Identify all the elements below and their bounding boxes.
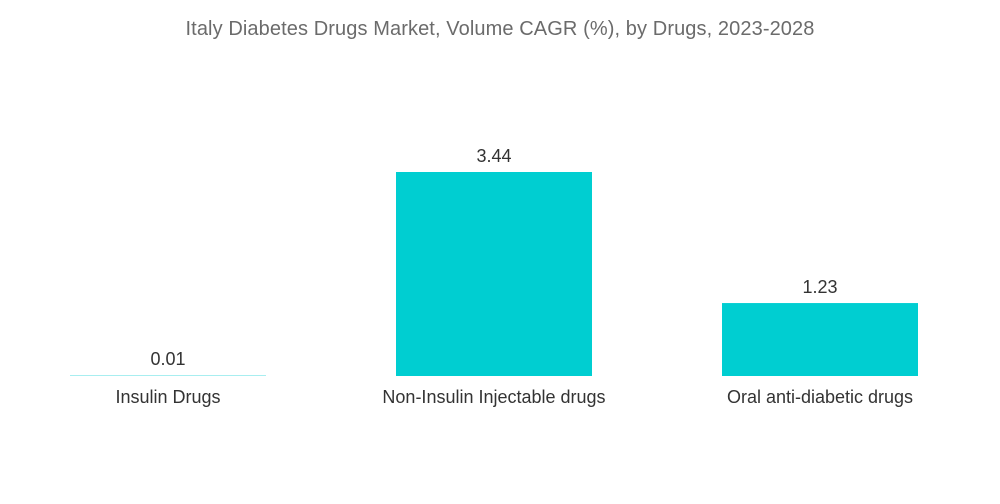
tick-labels-layer: Insulin Drugs Non-Insulin Injectable drug… [115, 387, 913, 407]
x-tick-label: Non-Insulin Injectable drugs [382, 387, 605, 407]
bar-oral-anti-diabetic-drugs [722, 303, 918, 376]
value-label: 1.23 [802, 277, 837, 297]
value-labels-layer: 0.01 3.44 1.23 [150, 146, 837, 369]
chart-title: Italy Diabetes Drugs Market, Volume CAGR… [185, 18, 815, 40]
bars-layer [70, 172, 918, 376]
x-tick-label: Insulin Drugs [115, 387, 220, 407]
bar-non-insulin-injectable-drugs [396, 172, 592, 376]
bar-insulin-drugs [70, 375, 266, 376]
x-tick-label: Oral anti-diabetic drugs [727, 387, 913, 407]
value-label: 0.01 [150, 349, 185, 369]
value-label: 3.44 [476, 146, 511, 166]
